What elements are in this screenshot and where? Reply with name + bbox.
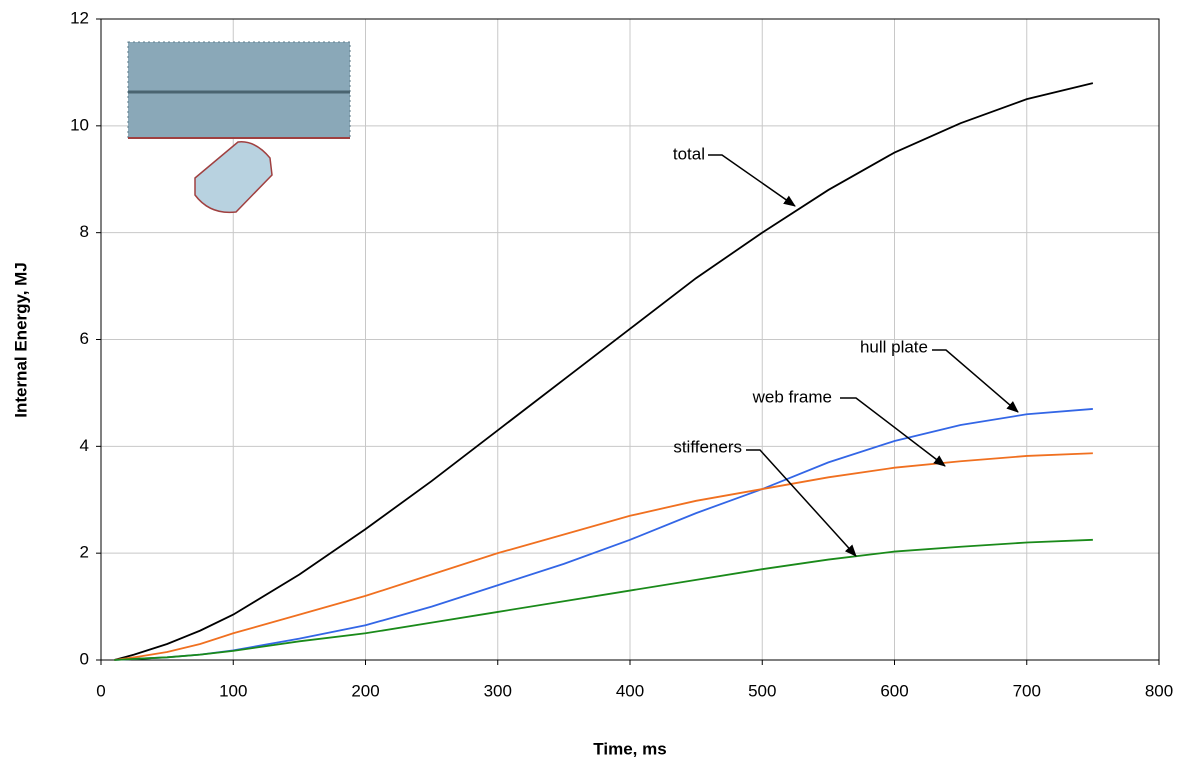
annotation: stiffeners <box>673 437 742 456</box>
y-tick-label: 6 <box>80 329 89 348</box>
y-tick-label: 10 <box>70 115 89 134</box>
y-axis-title: Internal Energy, MJ <box>11 262 30 418</box>
x-tick-label: 200 <box>351 681 379 700</box>
series-line <box>114 540 1093 660</box>
y-tick-label: 12 <box>70 8 89 27</box>
x-tick-label: 800 <box>1145 681 1173 700</box>
chart: 0 2 4 6 8 10 12 0 100 200 300 400 500 600 700 800 total… <box>0 0 1189 770</box>
x-tick-label: 300 <box>484 681 512 700</box>
x-tick-label: 400 <box>616 681 644 700</box>
x-tick-label: 600 <box>880 681 908 700</box>
y-tick-label: 2 <box>80 543 89 562</box>
annotation: total <box>673 144 705 163</box>
x-axis-title: Time, ms <box>593 739 666 758</box>
y-tick-label: 0 <box>80 649 89 668</box>
x-tick-label: 100 <box>219 681 247 700</box>
x-tick-label: 0 <box>96 681 105 700</box>
x-tick-label: 700 <box>1013 681 1041 700</box>
annotation-arrow <box>932 350 1018 412</box>
series-line <box>114 453 1093 660</box>
inset-image <box>128 42 350 212</box>
y-tick-label: 4 <box>80 436 89 455</box>
annotation-arrow <box>708 155 795 206</box>
annotation: hull plate <box>860 337 928 356</box>
annotation: web frame <box>752 387 832 406</box>
y-tick-label: 8 <box>80 222 89 241</box>
x-tick-label: 500 <box>748 681 776 700</box>
